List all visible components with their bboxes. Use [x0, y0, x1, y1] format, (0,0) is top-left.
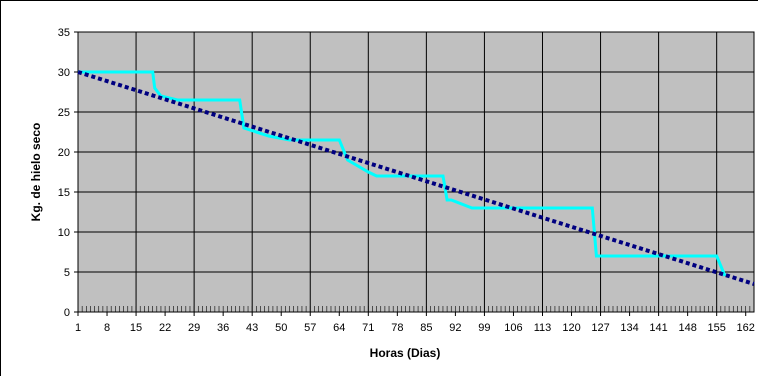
- y-tick-label: 0: [64, 307, 70, 319]
- x-tick-label: 71: [362, 322, 374, 334]
- x-tick-label: 78: [391, 322, 403, 334]
- x-tick-label: 85: [420, 322, 432, 334]
- y-tick-label: 10: [58, 227, 70, 239]
- x-tick-label: 29: [188, 322, 200, 334]
- y-tick-label: 25: [58, 107, 70, 119]
- x-tick-label: 120: [562, 322, 580, 334]
- x-tick-label: 106: [504, 322, 522, 334]
- x-tick-labels: 1 8 15 22 29 36 43 50 57 64 71 78 85 92 99 106 113 120 127…: [75, 322, 755, 334]
- y-tick-label: 35: [58, 27, 70, 39]
- x-tick-label: 134: [620, 322, 638, 334]
- x-tick-label: 141: [649, 322, 667, 334]
- x-tick-label: 57: [304, 322, 316, 334]
- plot-area: [78, 32, 754, 312]
- x-tick-label: 36: [217, 322, 229, 334]
- grid-lines: [74, 31, 755, 316]
- x-tick-label: 155: [707, 322, 725, 334]
- trend-line: [77, 70, 755, 286]
- y-tick-labels: 0 5 10 15 20 25 30 35: [58, 27, 70, 319]
- y-tick-label: 5: [64, 267, 70, 279]
- y-axis-title: Kg. de hielo seco: [29, 123, 43, 222]
- series-line: [78, 70, 727, 277]
- x-tick-label: 99: [478, 322, 490, 334]
- x-tick-label: 92: [449, 322, 461, 334]
- x-tick-label: 148: [678, 322, 696, 334]
- x-tick-label: 43: [246, 322, 258, 334]
- y-tick-label: 30: [58, 67, 70, 79]
- x-tick-label: 1: [75, 322, 81, 334]
- plot-border: [77, 31, 755, 313]
- x-tick-label: 22: [159, 322, 171, 334]
- series-layer: [77, 70, 755, 286]
- x-tick-label: 15: [130, 322, 142, 334]
- x-tick-label: 8: [104, 322, 110, 334]
- x-tick-label: 113: [534, 322, 552, 334]
- y-tick-label: 15: [58, 187, 70, 199]
- x-tick-label: 127: [591, 322, 609, 334]
- x-tick-label: 162: [737, 322, 755, 334]
- x-tick-label: 64: [333, 322, 345, 334]
- x-axis-title: Horas (Dias): [370, 346, 441, 360]
- y-tick-label: 20: [58, 147, 70, 159]
- x-tick-label: 50: [275, 322, 287, 334]
